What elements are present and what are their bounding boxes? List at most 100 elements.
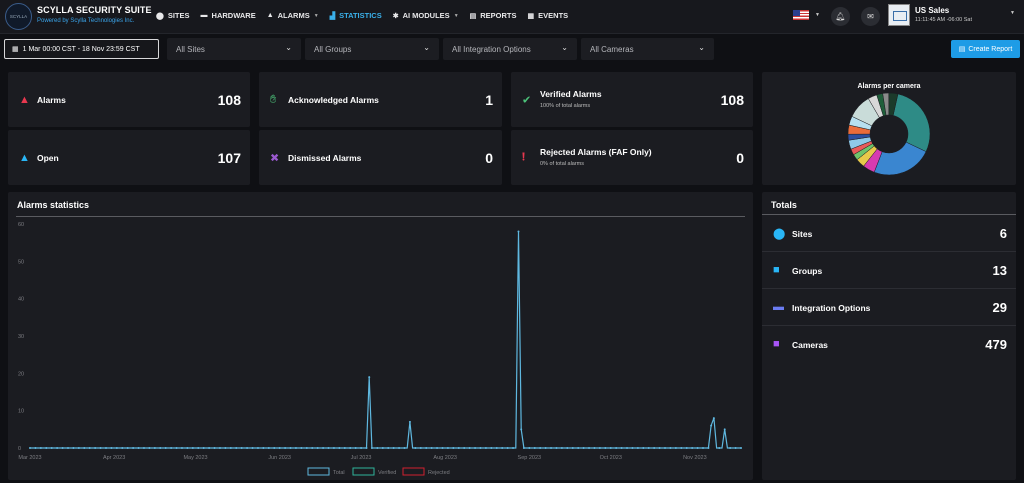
report-icon: ▤ [958, 46, 966, 53]
alarms-per-camera-chart [847, 92, 931, 176]
data-point [126, 447, 129, 449]
chevron-down-icon[interactable]: ▼ [815, 12, 820, 18]
x-tick-label: Oct 2023 [600, 455, 622, 461]
chevron-down-icon[interactable]: ▼ [1010, 10, 1015, 16]
kpi-alarms[interactable]: ▲ Alarms 108 [8, 72, 250, 127]
data-point [604, 447, 607, 449]
sites-select[interactable]: All Sites ⌄ [167, 38, 301, 60]
data-point [61, 447, 64, 449]
data-point [360, 447, 363, 449]
data-point [137, 447, 140, 449]
calendar-icon: ▦ [527, 12, 535, 20]
data-point [208, 447, 211, 449]
totals-label: Integration Options [792, 303, 871, 313]
nav-sites[interactable]: ⬤ SITES [156, 11, 190, 20]
legend-label: Verified [378, 470, 396, 476]
data-point [636, 447, 639, 449]
data-point [104, 447, 107, 449]
x-tick-label: May 2023 [183, 455, 207, 461]
handshake-icon: ✋︎ [270, 93, 277, 105]
data-point [142, 447, 145, 449]
data-point [99, 447, 102, 449]
kpi-rejected[interactable]: ❗︎ Rejected Alarms (FAF Only) 0% of tota… [511, 130, 753, 185]
data-point [34, 447, 37, 449]
data-point [723, 428, 726, 431]
nav-alarms[interactable]: ▲ ALARMS ▼ [267, 11, 319, 20]
totals-label: Groups [792, 266, 823, 276]
account-logo[interactable] [888, 4, 910, 26]
data-point [598, 447, 601, 449]
totals-row-cameras[interactable]: ■ Cameras 479 [762, 325, 1016, 362]
map-pin-icon: ⬤ [156, 12, 164, 20]
nav-hardware[interactable]: ▬ HARDWARE [201, 11, 256, 20]
data-point [273, 447, 276, 449]
create-report-button[interactable]: ▤ Create Report [951, 40, 1020, 58]
nav-label: REPORTS [480, 11, 517, 20]
main-nav: ⬤ SITES ▬ HARDWARE ▲ ALARMS ▼ ▟ STATISTICS ✱ A… [156, 11, 579, 20]
notifications-button[interactable]: 🔔︎ [831, 7, 850, 26]
data-point [240, 447, 243, 449]
x-tick-label: Jun 2023 [268, 455, 291, 461]
messages-button[interactable]: ✉ [861, 7, 880, 26]
data-point [72, 447, 75, 449]
calendar-icon: ▦ [12, 46, 19, 53]
scylla-logo[interactable]: SCYLLA [5, 3, 32, 30]
integration-select[interactable]: All Integration Options ⌄ [443, 38, 577, 60]
data-point [88, 447, 91, 449]
data-point [425, 447, 428, 449]
kpi-label: Open [37, 152, 59, 163]
data-point [609, 447, 612, 449]
data-point [446, 447, 449, 449]
nav-label: AI MODULES [402, 11, 450, 20]
totals-row-integration-options[interactable]: ▬ Integration Options 29 [762, 288, 1016, 325]
data-point [115, 447, 118, 449]
data-point [582, 447, 585, 449]
kpi-verified[interactable]: ✔ Verified Alarms 100% of total alarms 1… [511, 72, 753, 127]
totals-row-sites[interactable]: ⬤ Sites 6 [762, 214, 1016, 251]
groups-select[interactable]: All Groups ⌄ [305, 38, 439, 60]
cameras-select[interactable]: All Cameras ⌄ [581, 38, 714, 60]
car-icon: ▬ [200, 12, 208, 19]
nav-statistics[interactable]: ▟ STATISTICS [330, 11, 382, 20]
kpi-dismissed[interactable]: ✖ Dismissed Alarms 0 [259, 130, 502, 185]
data-point [218, 447, 221, 449]
account-name[interactable]: US Sales [915, 6, 950, 15]
nav-ai-modules[interactable]: ✱ AI MODULES ▼ [393, 11, 459, 20]
data-point [392, 447, 395, 449]
y-tick-label: 60 [18, 222, 24, 228]
kpi-open[interactable]: ▲ Open 107 [8, 130, 250, 185]
data-point [479, 447, 482, 449]
panel-title: Alarms statistics [17, 200, 90, 210]
data-point [66, 447, 69, 449]
data-point [381, 447, 384, 449]
x-tick-label: Jul 2023 [351, 455, 372, 461]
nav-reports[interactable]: ▤ REPORTS [470, 11, 517, 20]
data-point [29, 447, 31, 449]
data-point [316, 447, 319, 449]
data-point [685, 447, 688, 449]
totals-row-groups[interactable]: ■ Groups 13 [762, 251, 1016, 288]
kpi-acknowledged[interactable]: ✋︎ Acknowledged Alarms 1 [259, 72, 502, 127]
totals-label: Sites [792, 229, 813, 239]
x-tick-label: Apr 2023 [103, 455, 125, 461]
data-point [512, 447, 515, 449]
us-flag-icon[interactable] [793, 10, 809, 20]
data-point [327, 447, 330, 449]
cameras-select-value: All Cameras [590, 44, 634, 54]
data-point [370, 447, 373, 449]
data-point [349, 447, 352, 449]
logo-text: SCYLLA [9, 14, 28, 19]
data-point [180, 447, 183, 449]
data-point [202, 447, 205, 449]
server-icon: ▬ [773, 301, 784, 313]
nav-events[interactable]: ▦ EVENTS [528, 11, 569, 20]
data-point [284, 447, 287, 449]
data-point [577, 447, 580, 449]
data-point [170, 447, 173, 449]
data-point [566, 447, 569, 449]
data-point [468, 447, 471, 449]
data-point [664, 447, 667, 449]
kpi-value: 108 [217, 91, 241, 108]
date-range-button[interactable]: ▦ 1 Mar 00:00 CST - 18 Nov 23:59 CST [4, 39, 159, 59]
data-point [740, 447, 742, 449]
